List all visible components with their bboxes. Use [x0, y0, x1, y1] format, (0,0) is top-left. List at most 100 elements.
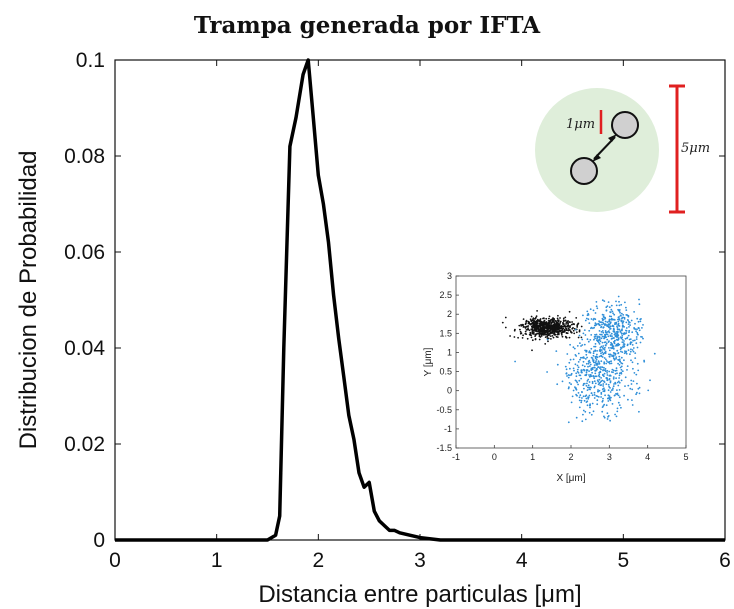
- inset-point: [534, 325, 537, 328]
- inset-point: [594, 372, 597, 375]
- inset-point: [594, 375, 597, 378]
- inset-point: [603, 415, 605, 418]
- inset-point: [592, 410, 595, 413]
- inset-point: [594, 349, 597, 352]
- inset-point: [539, 336, 542, 338]
- inset-point: [562, 320, 565, 323]
- inset-point: [543, 319, 546, 322]
- inset-point: [578, 406, 581, 409]
- inset-point: [569, 343, 571, 346]
- inset-point: [631, 344, 634, 346]
- inset-point: [621, 324, 624, 327]
- inset-point: [627, 321, 630, 323]
- inset-point: [613, 313, 616, 316]
- inset-point: [581, 338, 584, 341]
- inset-point: [600, 326, 602, 329]
- inset-point: [653, 352, 656, 355]
- inset-point: [597, 396, 600, 398]
- inset-point: [609, 391, 612, 393]
- inset-point: [585, 362, 588, 365]
- inset-point: [628, 329, 631, 332]
- inset-y-tick-label: 3: [447, 271, 452, 281]
- inset-point: [607, 301, 610, 303]
- inset-x-tick-label: -1: [452, 452, 460, 462]
- inset-point: [610, 371, 613, 373]
- inset-point: [641, 336, 643, 338]
- inset-point: [637, 369, 640, 372]
- inset-point: [617, 394, 620, 397]
- inset-point: [567, 387, 570, 390]
- inset-point: [555, 350, 558, 352]
- inset-point: [605, 309, 608, 312]
- inset-point: [587, 378, 590, 381]
- inset-y-axis: -1.5 -1 -0.5 0 0.5 1 1.5 2 2.5 3: [436, 271, 459, 453]
- inset-point: [620, 350, 622, 353]
- inset-point: [552, 336, 555, 339]
- inset-point: [617, 401, 620, 404]
- inset-point: [605, 360, 608, 362]
- inset-point: [557, 328, 559, 331]
- inset-point: [620, 365, 623, 368]
- inset-point: [565, 372, 568, 374]
- inset-point: [601, 388, 604, 391]
- inset-point: [613, 342, 616, 345]
- inset-point: [597, 366, 600, 368]
- inset-point: [627, 323, 630, 325]
- inset-point: [546, 371, 548, 373]
- inset-point: [598, 355, 601, 358]
- inset-point: [592, 354, 595, 357]
- inset-point: [617, 318, 619, 321]
- inset-point: [588, 365, 591, 367]
- inset-point: [588, 350, 591, 353]
- inset-point: [574, 328, 577, 331]
- inset-point: [621, 338, 624, 341]
- inset-point: [621, 328, 623, 330]
- inset-point: [546, 335, 549, 338]
- inset-point: [582, 409, 585, 412]
- inset-point: [532, 329, 535, 332]
- inset-point: [573, 347, 576, 350]
- inset-point: [585, 317, 588, 320]
- inset-point: [622, 314, 625, 316]
- inset-point: [560, 325, 563, 328]
- inset-point: [604, 330, 607, 332]
- inset-point: [630, 319, 633, 322]
- inset-point: [553, 321, 555, 324]
- inset-point: [609, 322, 612, 325]
- inset-point: [626, 337, 628, 340]
- inset-point: [632, 380, 635, 382]
- inset-point: [548, 317, 550, 320]
- inset-point: [574, 363, 577, 366]
- inset-point: [606, 325, 609, 328]
- inset-point: [623, 326, 625, 328]
- inset-point: [631, 331, 634, 334]
- inset-point: [596, 399, 599, 402]
- inset-point: [580, 345, 582, 347]
- inset-point: [617, 384, 620, 387]
- inset-point: [565, 327, 567, 330]
- inset-point: [568, 382, 571, 384]
- inset-point: [600, 377, 602, 379]
- inset-point: [576, 324, 579, 327]
- inset-point: [588, 388, 591, 390]
- inset-point: [561, 380, 564, 383]
- y-tick-label: 0: [93, 529, 105, 552]
- inset-point: [534, 317, 537, 320]
- inset-point: [605, 358, 607, 361]
- inset-point: [549, 319, 552, 322]
- inset-point: [629, 353, 631, 356]
- inset-point: [610, 304, 613, 307]
- inset-point: [600, 331, 603, 333]
- inset-point: [542, 322, 544, 325]
- inset-point: [631, 404, 634, 406]
- inset-point: [527, 322, 530, 325]
- inset-point: [608, 347, 610, 349]
- inset-point: [618, 300, 620, 303]
- inset-point: [598, 330, 601, 332]
- inset-point: [590, 413, 593, 416]
- inset-point: [588, 386, 591, 389]
- inset-point: [620, 315, 622, 317]
- inset-point: [610, 315, 613, 318]
- inset-point: [600, 355, 602, 357]
- inset-point: [592, 352, 595, 355]
